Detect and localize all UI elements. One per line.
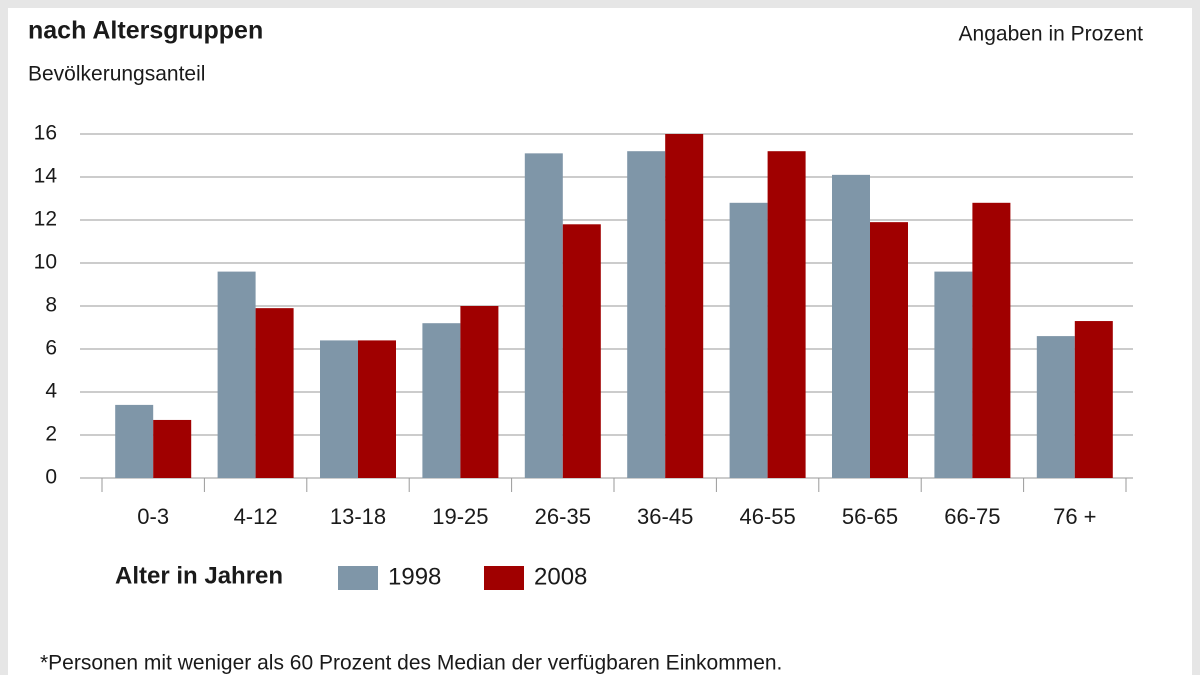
unit-note: Angaben in Prozent xyxy=(959,23,1144,46)
x-tick-label: 4-12 xyxy=(234,504,278,529)
x-tick-label: 46-55 xyxy=(739,504,795,529)
y-tick-label: 6 xyxy=(45,337,57,360)
legend-swatch xyxy=(484,566,524,590)
bar xyxy=(870,222,908,478)
x-tick-label: 13-18 xyxy=(330,504,386,529)
bar xyxy=(524,153,563,478)
x-tick-label: 19-25 xyxy=(432,504,488,529)
x-tick-label: 0-3 xyxy=(137,504,169,529)
bar xyxy=(320,340,358,478)
bar xyxy=(627,151,666,478)
bar xyxy=(1074,321,1113,478)
legend-label: 1998 xyxy=(388,563,441,590)
y-tick-label: 12 xyxy=(34,208,57,231)
bar xyxy=(934,271,973,478)
x-tick-label: 36-45 xyxy=(637,504,693,529)
y-tick-label: 10 xyxy=(34,251,57,274)
y-tick-label: 14 xyxy=(34,165,58,188)
y-tick-label: 16 xyxy=(34,122,57,145)
bar xyxy=(729,202,768,479)
bar xyxy=(972,202,1011,479)
y-tick-label: 2 xyxy=(45,423,57,446)
bar xyxy=(358,340,396,478)
chart-title: nach Altersgruppen xyxy=(28,17,263,45)
y-tick-label: 8 xyxy=(45,294,57,317)
bar xyxy=(1036,336,1075,478)
chart-subtitle: Bevölkerungsanteil xyxy=(28,63,205,86)
x-tick-label: 56-65 xyxy=(842,504,898,529)
bar xyxy=(217,271,256,478)
y-tick-label: 4 xyxy=(45,380,57,403)
bar xyxy=(665,134,704,478)
x-axis-label: Alter in Jahren xyxy=(115,562,283,589)
footnote: *Personen mit weniger als 60 Prozent des… xyxy=(40,652,782,675)
y-tick-label: 0 xyxy=(45,466,57,489)
x-tick-label: 66-75 xyxy=(944,504,1000,529)
bar xyxy=(255,308,294,478)
x-tick-label: 76 + xyxy=(1053,504,1096,529)
x-tick-label: 26-35 xyxy=(535,504,591,529)
bar xyxy=(460,306,499,478)
bar xyxy=(115,404,154,478)
bar xyxy=(422,323,461,478)
legend-swatch xyxy=(338,566,378,590)
bar xyxy=(832,174,870,478)
bar xyxy=(153,419,192,478)
bar xyxy=(767,151,806,478)
legend-label: 2008 xyxy=(534,563,587,590)
bar xyxy=(562,224,601,478)
